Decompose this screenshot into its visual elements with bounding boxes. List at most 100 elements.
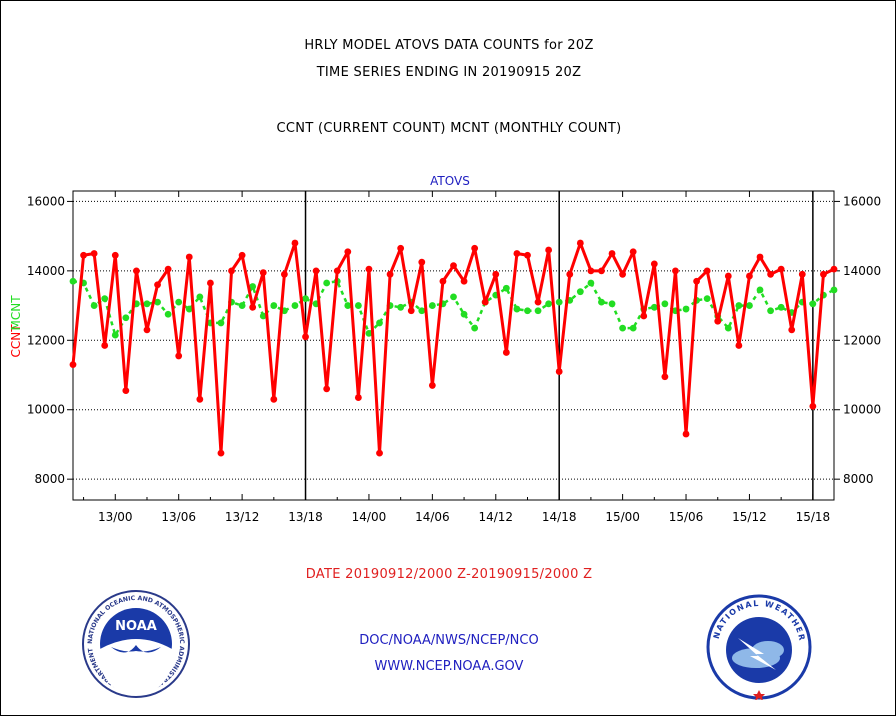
mcnt-data-point xyxy=(746,302,753,309)
x-tick-label: 15/18 xyxy=(796,510,831,524)
ccnt-data-point xyxy=(524,251,531,259)
y-tick-label-left: 8000 xyxy=(34,472,65,486)
ccnt-data-point xyxy=(640,312,648,320)
mcnt-data-point xyxy=(587,279,595,287)
mcnt-data-point xyxy=(259,312,267,320)
ccnt-data-point xyxy=(672,267,679,275)
mcnt-data-point xyxy=(460,310,468,318)
mcnt-data-point xyxy=(598,298,605,306)
ccnt-data-point xyxy=(820,270,827,278)
axes-layer: 8000 8000 10000 10000 12000 12000 14000 14000 16… xyxy=(27,191,881,524)
ccnt-data-point xyxy=(333,267,341,275)
ccnt-data-point xyxy=(133,267,140,275)
x-tick-label: 13/00 xyxy=(98,510,133,524)
y-tick-label-right: 16000 xyxy=(843,194,881,208)
mcnt-data-point xyxy=(175,298,183,306)
ccnt-data-point xyxy=(122,387,130,395)
ccnt-data-point xyxy=(280,270,288,278)
x-tick-label: 14/06 xyxy=(415,510,450,524)
ccnt-data-point xyxy=(735,342,743,349)
mcnt-data-point xyxy=(576,288,584,296)
mcnt-data-point xyxy=(354,302,362,309)
ccnt-data-point xyxy=(460,277,468,285)
ccnt-data-point xyxy=(69,361,77,368)
ccnt-data-point xyxy=(185,253,193,261)
date-range-label: DATE 20190912/2000 Z-20190915/2000 Z xyxy=(305,567,593,582)
mcnt-data-point xyxy=(619,324,627,332)
ccnt-data-point xyxy=(502,349,510,356)
ccnt-data-point xyxy=(259,269,267,276)
mcnt-data-point xyxy=(650,303,658,311)
ccnt-data-point xyxy=(830,265,838,273)
mcnt-data-point xyxy=(555,298,563,306)
ccnt-data-point xyxy=(302,333,309,341)
ccnt-data-point xyxy=(788,326,796,334)
ccnt-data-point xyxy=(238,251,246,259)
mcnt-data-point xyxy=(69,277,77,285)
mcnt-data-point xyxy=(249,283,257,290)
mcnt-data-point xyxy=(809,300,817,308)
chart-title: ATOVS xyxy=(430,174,470,188)
ccnt-data-point xyxy=(767,270,774,278)
mcnt-data-point xyxy=(196,293,204,301)
ccnt-data-point xyxy=(693,277,700,285)
atovs-chart: ATOVS 8000 8000 10000 10000 12000 12000 14000 1… xyxy=(9,174,881,524)
nws-logo: NATIONAL WEATHER SERVICE xyxy=(706,594,812,700)
mcnt-data-point xyxy=(534,307,542,315)
ccnt-data-point xyxy=(175,352,183,360)
y-axis-label-right: MCNT xyxy=(9,295,23,331)
grid-layer xyxy=(73,191,834,500)
ncep-url-link[interactable]: WWW.NCEP.NOAA.GOV xyxy=(374,659,524,674)
ccnt-data-point xyxy=(703,267,711,275)
ccnt-data-point xyxy=(513,250,521,257)
y-tick-label-right: 8000 xyxy=(843,472,874,486)
ccnt-data-point xyxy=(418,258,426,266)
ccnt-data-point xyxy=(90,250,98,257)
mcnt-data-point xyxy=(608,300,616,308)
ccnt-data-point xyxy=(101,342,109,349)
ccnt-data-point xyxy=(629,248,637,256)
mcnt-data-point xyxy=(344,302,352,309)
ccnt-data-point xyxy=(376,449,383,457)
ccnt-data-point xyxy=(534,298,542,306)
ccnt-data-point xyxy=(682,430,690,438)
mcnt-data-point xyxy=(164,310,172,318)
mcnt-data-point xyxy=(661,300,669,308)
ccnt-data-point xyxy=(714,317,722,325)
mcnt-data-point xyxy=(513,305,521,313)
x-tick-label: 15/12 xyxy=(732,510,767,524)
mcnt-data-point xyxy=(502,284,510,292)
mcnt-data-point xyxy=(101,295,109,303)
x-tick-label: 15/00 xyxy=(605,510,640,524)
ccnt-data-point xyxy=(555,368,563,375)
ccnt-data-point xyxy=(471,244,479,252)
org-label: DOC/NOAA/NWS/NCEP/NCO xyxy=(359,633,539,648)
x-tick-label: 14/00 xyxy=(352,510,387,524)
chart-heading-line1: HRLY MODEL ATOVS DATA COUNTS for 20Z xyxy=(304,38,594,53)
mcnt-data-point xyxy=(629,324,637,332)
noaa-logo-text: NOAA xyxy=(115,619,157,634)
ccnt-data-point xyxy=(545,246,553,254)
mcnt-data-point xyxy=(238,302,246,309)
ccnt-data-point xyxy=(196,395,204,403)
mcnt-data-point xyxy=(122,314,130,322)
mcnt-data-point xyxy=(185,305,193,313)
ccnt-data-point xyxy=(407,307,415,315)
y-tick-label-left: 14000 xyxy=(27,264,65,278)
mcnt-data-point xyxy=(154,298,161,306)
ccnt-data-point xyxy=(661,373,669,381)
y-tick-label-right: 14000 xyxy=(843,264,881,278)
mcnt-data-point xyxy=(323,279,331,287)
ccnt-data-point xyxy=(809,402,817,410)
mcnt-data-point xyxy=(418,307,426,315)
y-tick-label-left: 12000 xyxy=(27,333,65,347)
ccnt-data-point xyxy=(207,279,214,287)
ccnt-data-point xyxy=(439,277,447,285)
ccnt-data-point xyxy=(756,253,764,261)
noaa-logo: NATIONAL OCEANIC AND ATMOSPHERIC ADMINIS… xyxy=(81,589,190,698)
ccnt-data-point xyxy=(354,394,362,401)
mcnt-data-point xyxy=(703,295,711,303)
ccnt-data-point xyxy=(80,251,87,259)
y-axis-label-left: CCNT xyxy=(9,324,23,358)
